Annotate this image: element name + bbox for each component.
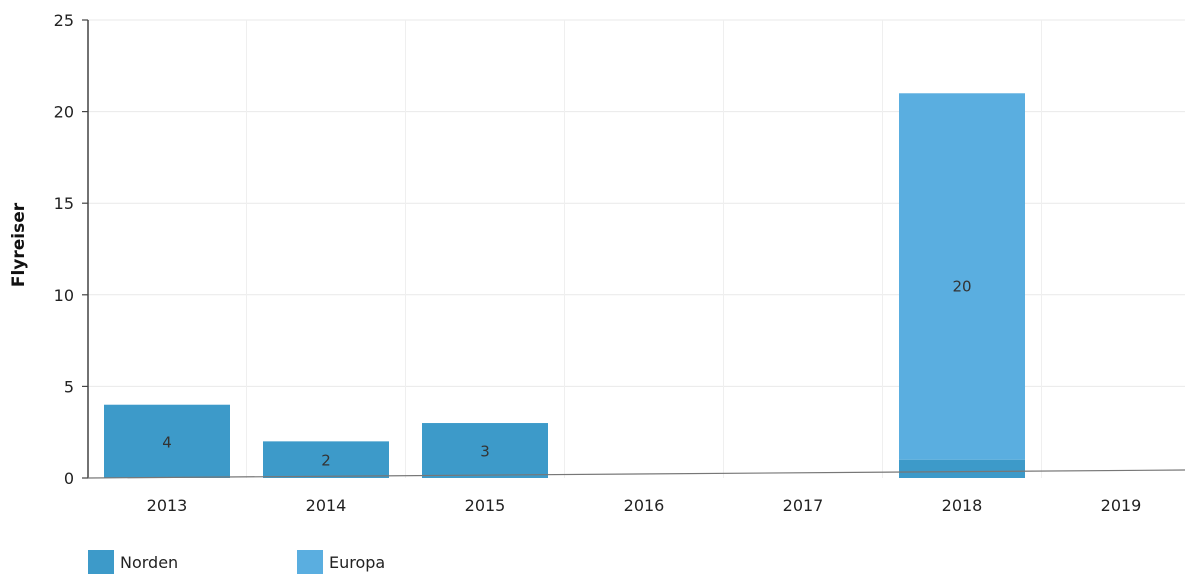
data-labels: 4 2 3 20 — [162, 278, 971, 470]
x-tick-label-2018: 2018 — [942, 496, 983, 515]
x-tick-label-2016: 2016 — [624, 496, 665, 515]
axes — [82, 19, 1186, 479]
y-tick-label-20: 20 — [54, 103, 74, 122]
legend-item-norden: Norden — [88, 550, 178, 574]
data-label-2015: 3 — [480, 443, 490, 461]
legend-item-europa: Europa — [297, 550, 385, 574]
legend-swatch-europa — [297, 550, 323, 574]
x-tick-label-2017: 2017 — [783, 496, 824, 515]
y-tick-label-25: 25 — [54, 11, 74, 30]
bar-norden-2014 — [263, 441, 389, 478]
legend: Norden Europa — [88, 550, 448, 578]
legend-swatch-norden — [88, 550, 114, 574]
y-tick-label-5: 5 — [64, 377, 74, 396]
data-label-2018: 20 — [952, 278, 971, 296]
data-label-2014: 2 — [321, 452, 331, 470]
legend-label-europa: Europa — [329, 552, 386, 572]
x-tick-label-2019: 2019 — [1101, 496, 1142, 515]
grid-lines — [88, 19, 1185, 478]
y-tick-label-0: 0 — [64, 469, 74, 488]
data-label-2013: 4 — [162, 433, 172, 451]
y-tick-label-15: 15 — [54, 194, 74, 213]
bar-norden-2018 — [899, 459, 1025, 478]
bar-norden-2015 — [422, 423, 548, 478]
legend-label-norden: Norden — [120, 552, 179, 572]
bar-norden-2013 — [104, 404, 230, 478]
y-tick-label-10: 10 — [54, 286, 74, 305]
x-tick-label-2013: 2013 — [147, 496, 188, 515]
x-tick-label-2015: 2015 — [465, 496, 506, 515]
x-axis-line — [87, 469, 1186, 479]
y-tick-labels: 0 5 10 15 20 25 — [54, 11, 74, 488]
x-tick-labels: 2013 2014 2015 2016 2017 2018 2019 — [147, 496, 1142, 515]
y-axis-label: Flyreiser — [9, 202, 29, 287]
x-tick-label-2014: 2014 — [306, 496, 347, 515]
bars — [104, 93, 1025, 478]
bar-europa-2018 — [899, 93, 1025, 460]
